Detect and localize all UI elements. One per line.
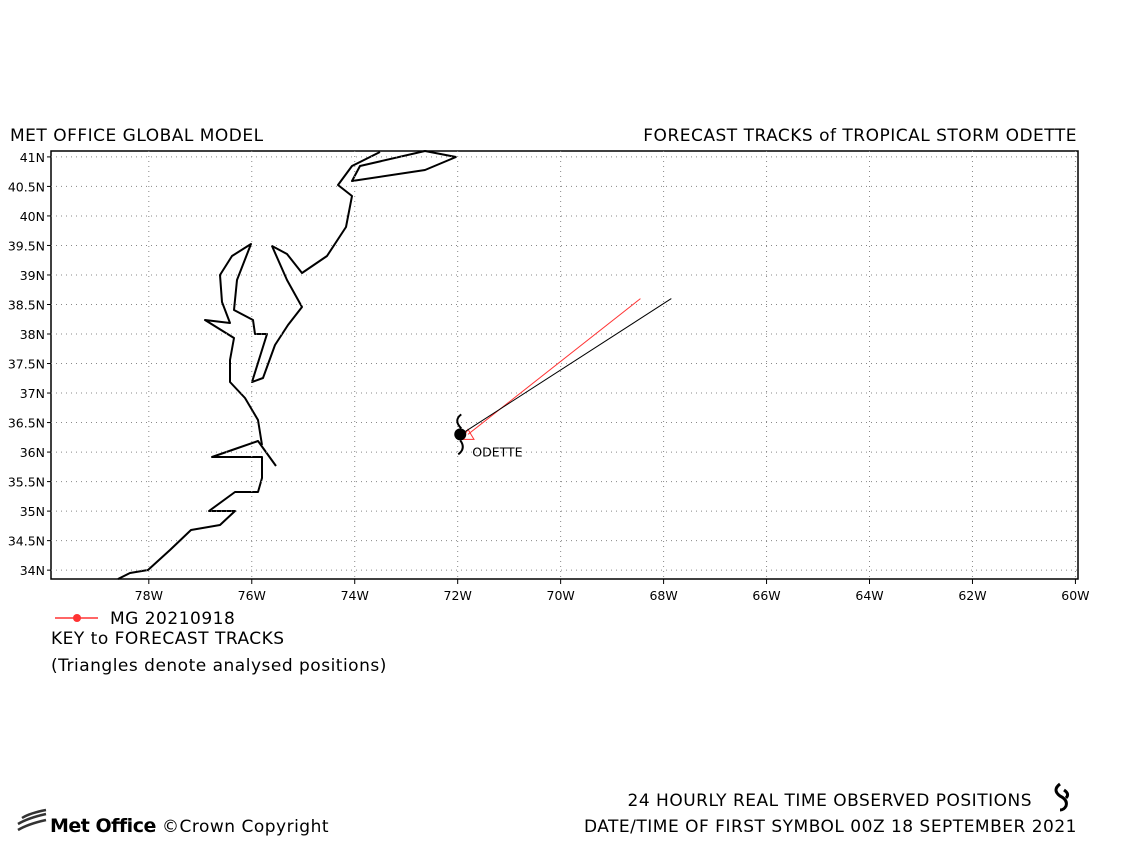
logo-mark	[17, 808, 47, 832]
coastline	[117, 150, 457, 580]
y-tick-label: 35.5N	[8, 475, 45, 490]
title-right: FORECAST TRACKS of TROPICAL STORM ODETTE	[643, 126, 1077, 146]
x-tick-label: 64W	[855, 588, 883, 603]
observed-symbol	[1054, 782, 1070, 812]
y-tick-label: 38N	[20, 327, 45, 342]
x-tick-label: 68W	[649, 588, 677, 603]
y-tick-label: 34.5N	[8, 534, 45, 549]
y-tick-label: 37N	[20, 386, 45, 401]
coast-main	[117, 151, 381, 580]
coast-island	[351, 150, 457, 182]
y-tick-label: 41N	[20, 150, 45, 165]
y-tick-label: 40.5N	[8, 179, 45, 194]
x-tick-label: 76W	[238, 588, 266, 603]
x-tick-label: 60W	[1061, 588, 1089, 603]
footer-date: DATE/TIME OF FIRST SYMBOL 00Z 18 SEPTEMB…	[584, 817, 1077, 837]
y-tick-label: 38.5N	[8, 297, 45, 312]
legend-label: MG 20210918	[110, 609, 235, 629]
track	[465, 298, 672, 432]
y-tick-label: 34N	[20, 563, 45, 578]
y-tick-label: 36N	[20, 445, 45, 460]
track	[467, 298, 641, 435]
plot-frame	[50, 150, 1079, 580]
storm-label: ODETTE	[472, 444, 522, 459]
footer-observed: 24 HOURLY REAL TIME OBSERVED POSITIONS	[628, 791, 1032, 811]
x-tick-label: 72W	[444, 588, 472, 603]
key-note: (Triangles denote analysed positions)	[51, 656, 387, 676]
x-tick-label: 70W	[547, 588, 575, 603]
y-tick-label: 39N	[20, 268, 45, 283]
logo-text: Met Office	[50, 815, 156, 837]
storm-arms	[456, 413, 464, 456]
title-left: MET OFFICE GLOBAL MODEL	[10, 126, 264, 146]
x-tick-label: 78W	[135, 588, 163, 603]
legend-dot	[73, 614, 81, 622]
key-title: KEY to FORECAST TRACKS	[51, 629, 285, 649]
storm-symbol	[454, 428, 467, 441]
y-tick-label: 37.5N	[8, 357, 45, 372]
copyright: ©Crown Copyright	[162, 817, 329, 837]
x-tick-label: 74W	[341, 588, 369, 603]
y-tick-label: 39.5N	[8, 238, 45, 253]
y-tick-label: 36.5N	[8, 416, 45, 431]
y-tick-label: 40N	[20, 209, 45, 224]
x-tick-label: 62W	[958, 588, 986, 603]
y-tick-label: 35N	[20, 504, 45, 519]
x-tick-label: 66W	[752, 588, 780, 603]
